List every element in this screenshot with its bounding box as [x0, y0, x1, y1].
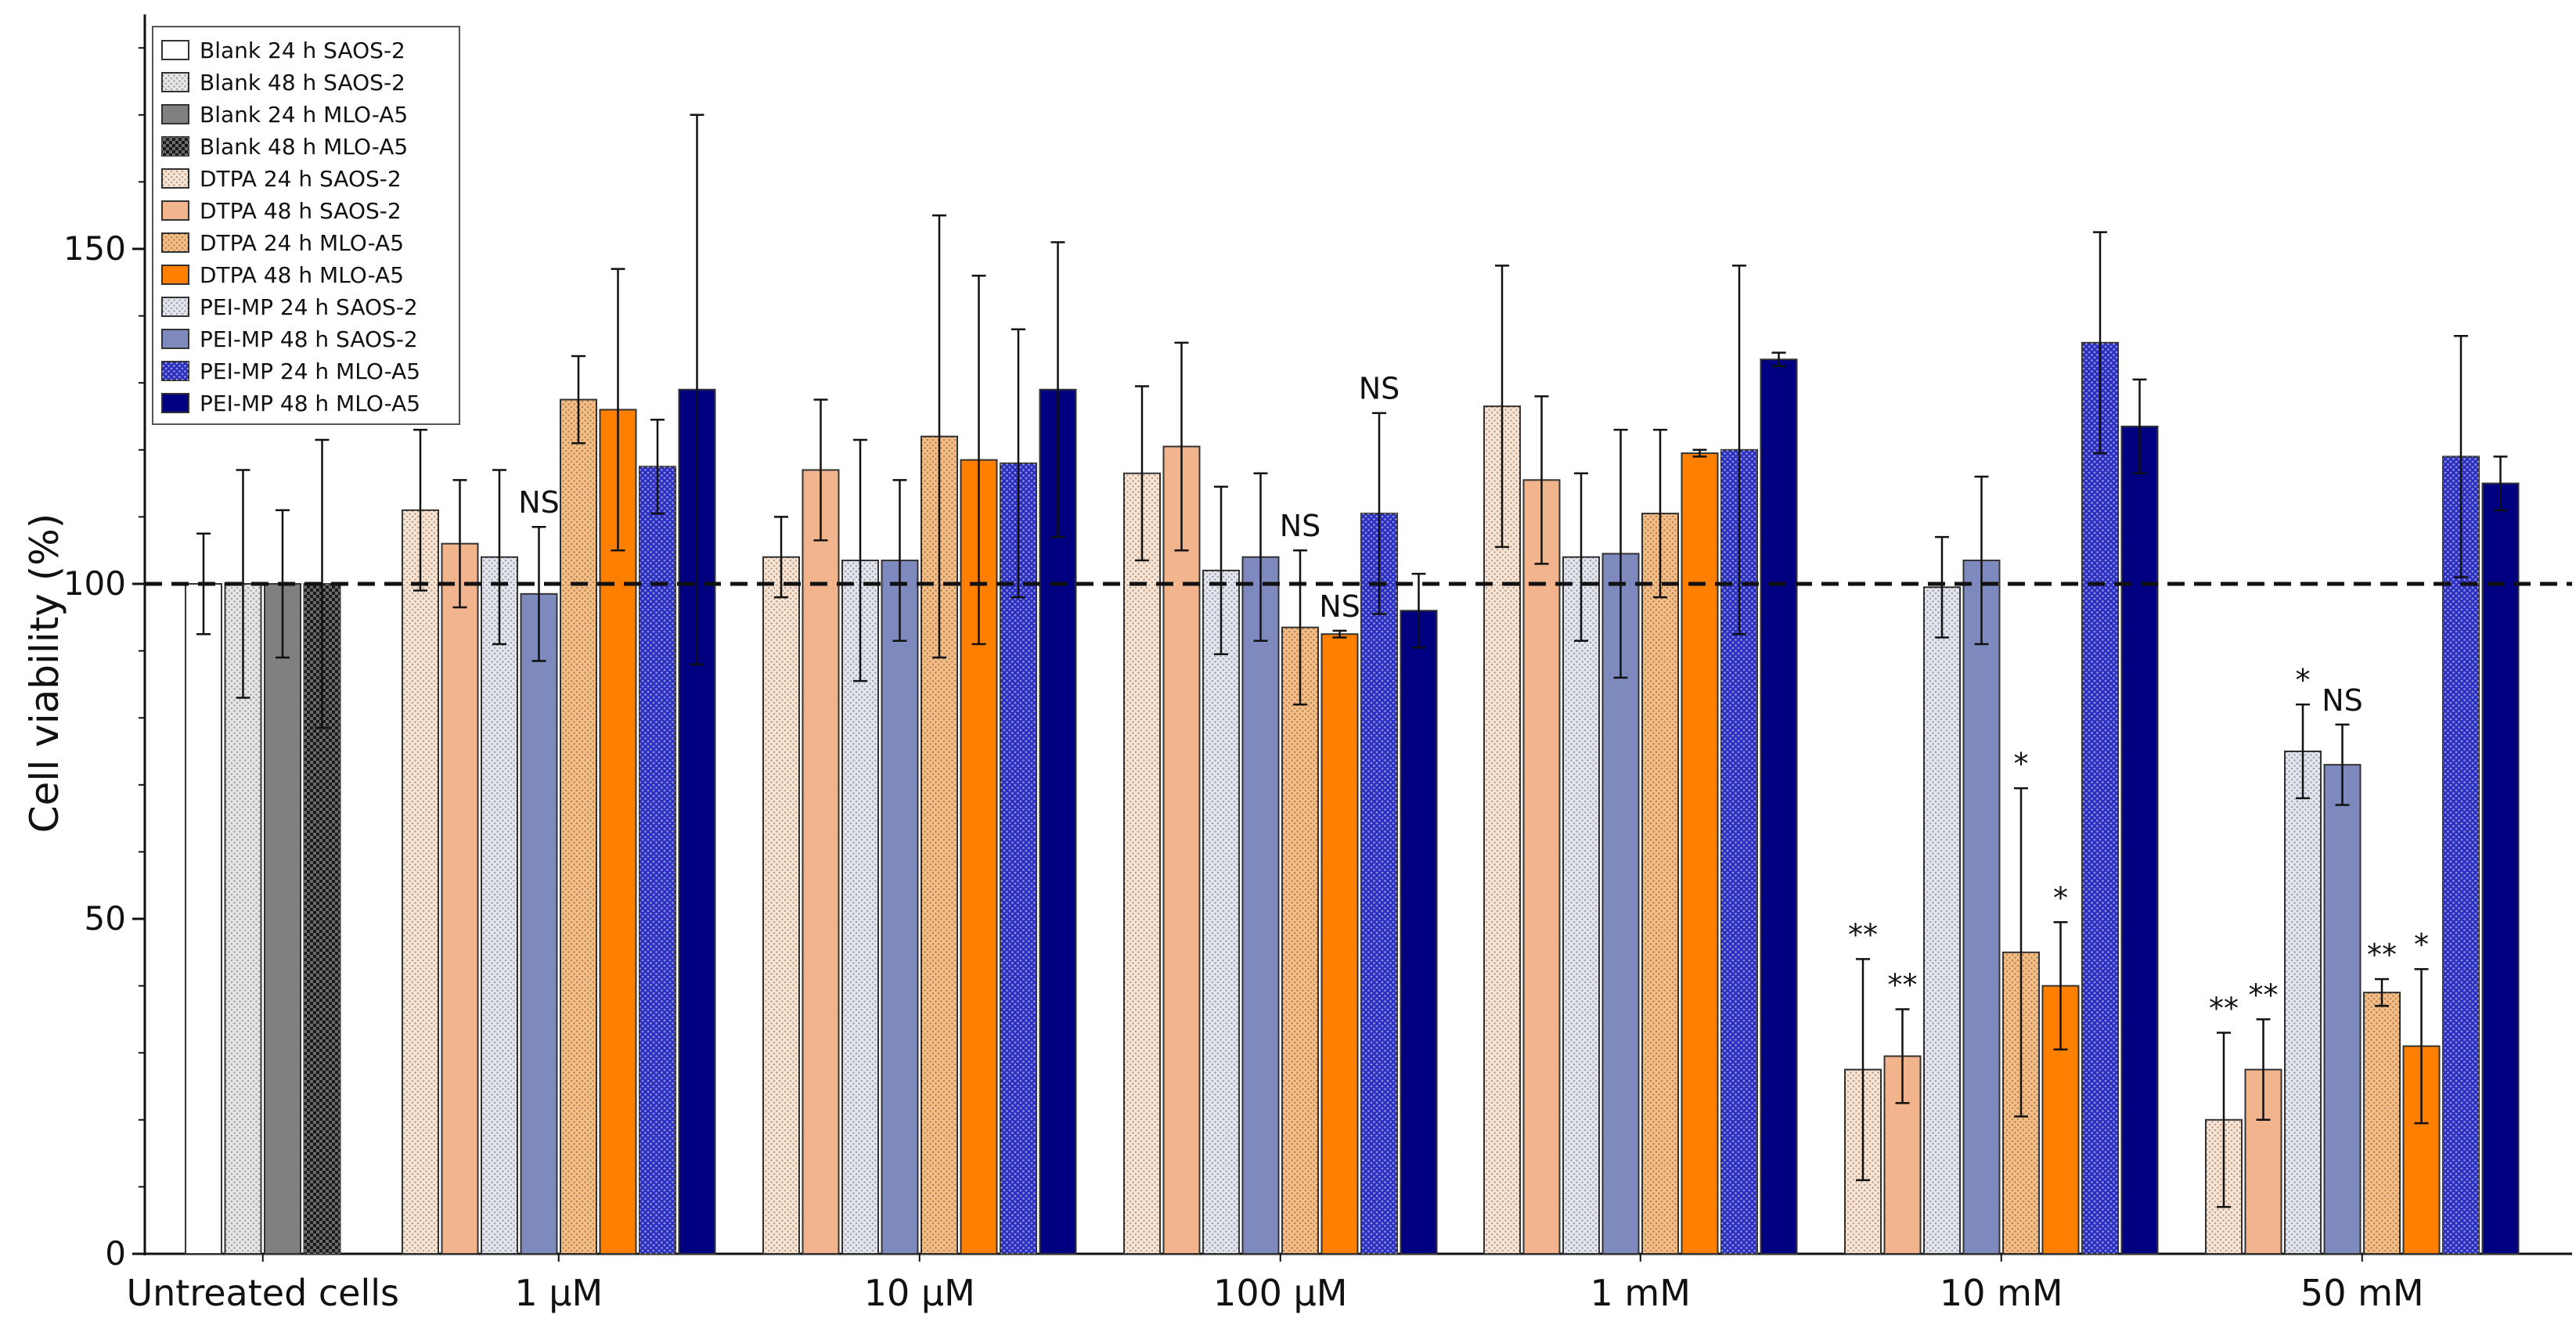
y-tick-label: 150	[63, 229, 126, 268]
bar	[1962, 560, 2001, 1255]
bars-layer	[185, 113, 2520, 1255]
legend-swatch-pattern	[162, 137, 189, 156]
legend-swatch	[161, 393, 189, 413]
legend-swatch	[161, 104, 189, 124]
bar	[1760, 358, 1798, 1255]
y-tick-label: 50	[85, 899, 126, 938]
bar-pattern	[481, 556, 517, 1254]
annotation-significance: **	[1848, 917, 1878, 952]
bar-pattern	[402, 510, 438, 1254]
bar	[2481, 482, 2520, 1255]
bar	[1241, 556, 1280, 1255]
bar	[960, 459, 998, 1255]
annotation-significance: *	[2053, 880, 2068, 915]
legend-label: DTPA 24 h SAOS-2	[200, 166, 402, 192]
annotation-ns: NS	[518, 485, 560, 520]
bar	[2323, 764, 2362, 1255]
legend-label: DTPA 48 h SAOS-2	[200, 198, 402, 224]
bar	[1681, 452, 1719, 1255]
x-category-label: 50 mM	[2300, 1272, 2424, 1314]
bar-pattern	[2082, 342, 2118, 1255]
bar	[1400, 610, 1438, 1255]
legend-label: Blank 48 h MLO-A5	[200, 134, 408, 160]
annotation-significance: **	[2249, 978, 2279, 1012]
bar	[881, 560, 919, 1255]
annotation-significance: *	[2414, 927, 2429, 962]
bar-pattern	[1642, 513, 1678, 1254]
bar	[1522, 479, 1561, 1255]
bar-pattern	[560, 399, 596, 1255]
legend: Blank 24 h SAOS-2 Blank 48 h SAOS-2 Blank …	[152, 26, 460, 425]
bar-pattern	[2443, 456, 2479, 1254]
bar	[264, 583, 301, 1255]
legend-swatch	[161, 200, 189, 221]
legend-label: Blank 24 h SAOS-2	[200, 38, 405, 63]
annotation-significance: *	[2296, 663, 2311, 697]
bar-pattern	[1361, 513, 1397, 1254]
bar	[441, 542, 479, 1255]
x-axis: Untreated cells 1 μM 10 μM 100 μM 1 mM 10 mM 5…	[126, 1252, 2572, 1314]
legend-label: DTPA 48 h MLO-A5	[200, 262, 404, 288]
annotation-significance: **	[2209, 992, 2239, 1026]
legend-swatch	[161, 329, 189, 349]
x-category-label: Untreated cells	[126, 1272, 399, 1314]
bar-pattern	[1124, 473, 1160, 1254]
bar-pattern	[763, 556, 799, 1254]
y-axis-label: Cell viability (%)	[22, 513, 67, 834]
legend-box	[152, 26, 460, 425]
bar	[185, 583, 222, 1255]
y-tick-label: 100	[63, 564, 126, 603]
annotation-significance: *	[2014, 747, 2029, 781]
legend-label: PEI-MP 24 h MLO-A5	[200, 358, 420, 384]
annotation-significance: **	[1888, 968, 1918, 1003]
y-tick-label: 0	[105, 1234, 126, 1273]
bar-pattern	[2285, 751, 2321, 1254]
y-axis: 0 50 100 150	[63, 14, 146, 1273]
legend-label: Blank 48 h SAOS-2	[200, 70, 405, 95]
legend-swatch-pattern	[162, 233, 189, 252]
annotation-ns: NS	[1280, 509, 1321, 543]
legend-label: DTPA 24 h MLO-A5	[200, 230, 404, 256]
legend-swatch	[161, 265, 189, 285]
bar	[1320, 633, 1359, 1255]
x-category-label: 1 mM	[1591, 1272, 1691, 1314]
bar	[520, 592, 558, 1255]
bar-pattern	[1203, 570, 1239, 1254]
bar	[802, 469, 840, 1255]
annotation-significance: **	[2367, 938, 2397, 972]
x-category-label: 1 μM	[514, 1272, 603, 1314]
annotation-ns: NS	[1359, 372, 1400, 406]
legend-label: PEI-MP 48 h SAOS-2	[200, 326, 418, 352]
bar	[2120, 425, 2159, 1255]
bar-pattern	[2364, 992, 2400, 1254]
x-category-label: 100 μM	[1213, 1272, 1347, 1314]
bar-pattern	[1563, 556, 1599, 1254]
legend-label: Blank 24 h MLO-A5	[200, 102, 408, 128]
annotation-ns: NS	[1319, 589, 1360, 624]
bar-pattern	[1924, 587, 1960, 1254]
legend-swatch-pattern	[162, 362, 189, 380]
legend-label: PEI-MP 48 h MLO-A5	[200, 391, 420, 416]
legend-swatch-pattern	[162, 169, 189, 188]
bar-pattern	[1282, 627, 1318, 1254]
annotation-ns: NS	[2322, 683, 2363, 718]
x-category-label: 10 mM	[1940, 1272, 2063, 1314]
bar	[1162, 445, 1201, 1255]
legend-label: PEI-MP 24 h SAOS-2	[200, 294, 418, 320]
legend-swatch-pattern	[162, 297, 189, 316]
legend-swatch-pattern	[162, 73, 189, 92]
bar-pattern	[639, 466, 676, 1254]
legend-swatch	[161, 40, 189, 60]
x-category-label: 10 μM	[864, 1272, 975, 1314]
